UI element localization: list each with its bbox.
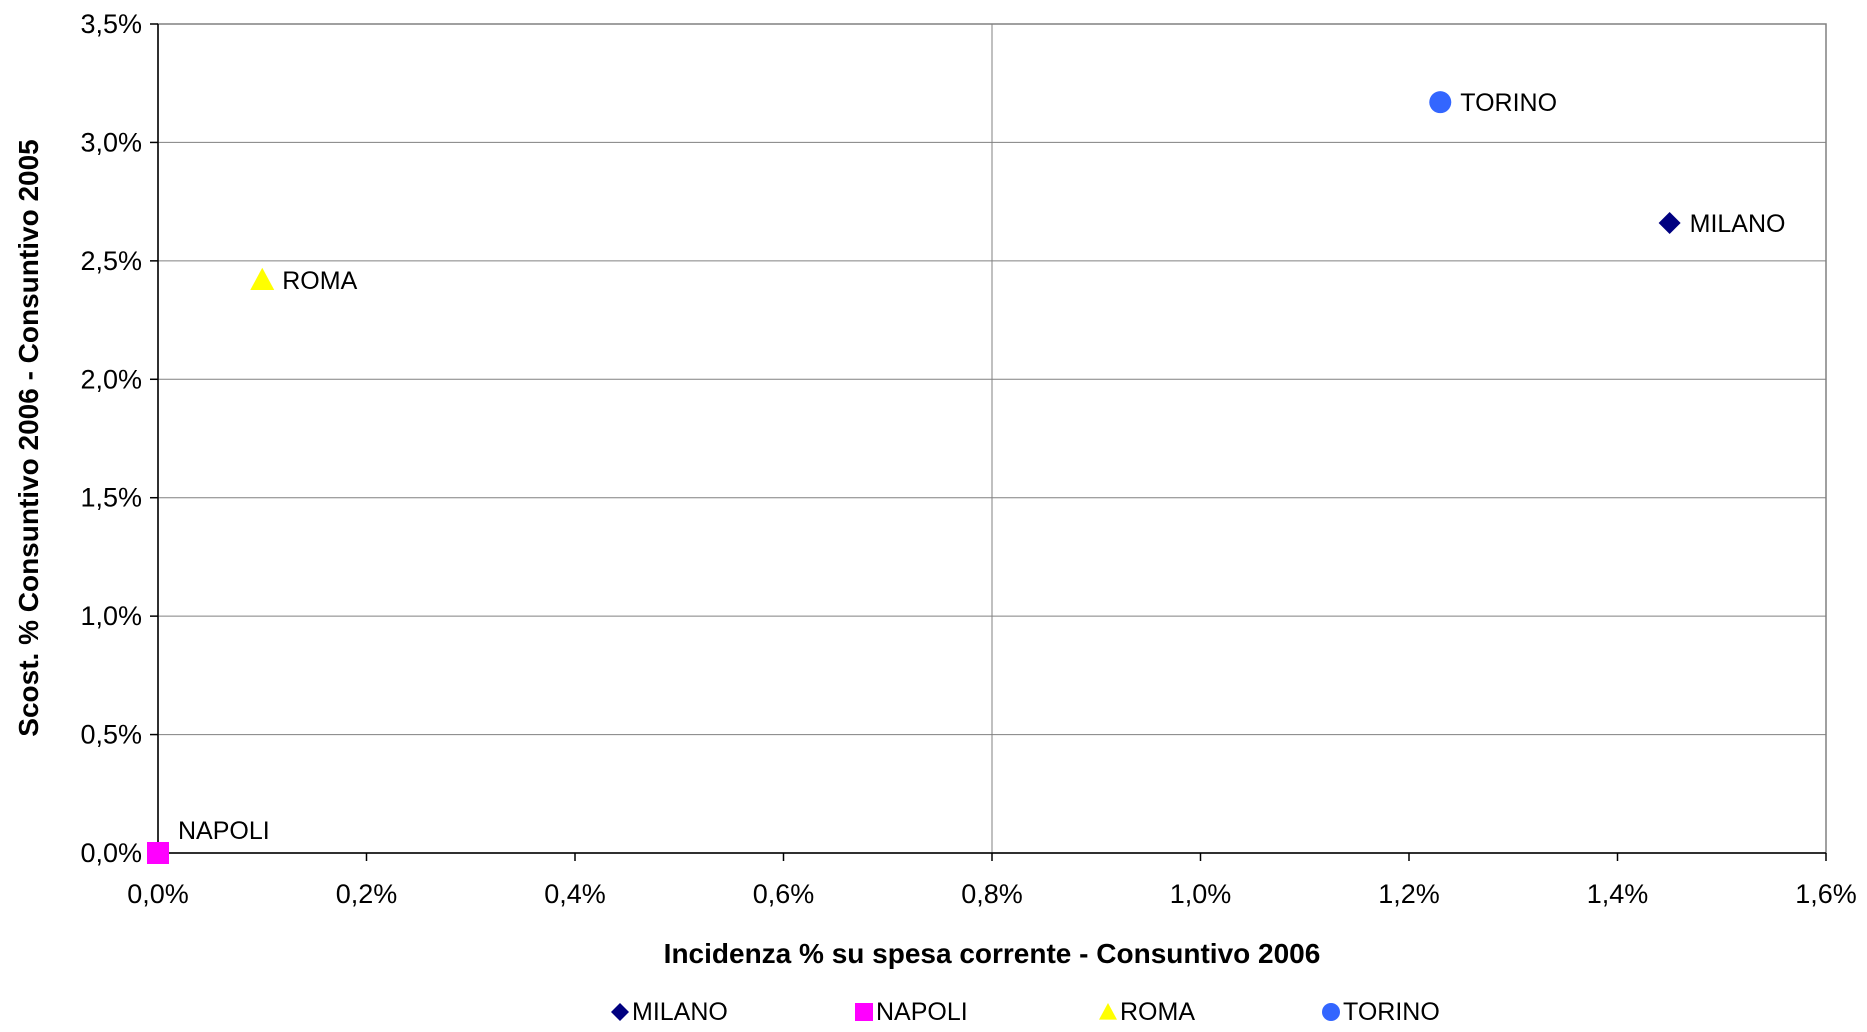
point-napoli	[147, 842, 169, 864]
point-label-torino: TORINO	[1460, 89, 1557, 117]
x-tick-label: 1,6%	[1795, 879, 1857, 909]
grid-layer	[158, 24, 1826, 853]
point-milano	[1659, 212, 1681, 234]
points-layer: MILANO NAPOLI ROMA TORINO	[147, 89, 1785, 864]
legend-label-torino: TORINO	[1343, 998, 1440, 1026]
y-tick-label: 3,0%	[80, 127, 142, 157]
y-tick-label: 0,5%	[80, 720, 142, 750]
x-tick-label: 1,0%	[1170, 879, 1232, 909]
x-tick-label: 0,6%	[753, 879, 815, 909]
y-tick-label: 2,0%	[80, 364, 142, 394]
x-tick-label: 0,2%	[336, 879, 398, 909]
legend: MILANO NAPOLI ROMA TORINO	[611, 998, 1440, 1026]
legend-marker-milano	[611, 1003, 629, 1021]
y-tick-label: 1,0%	[80, 601, 142, 631]
legend-marker-torino	[1322, 1003, 1340, 1021]
legend-label-roma: ROMA	[1120, 998, 1195, 1026]
y-tick-label: 2,5%	[80, 246, 142, 276]
x-tick-label: 1,2%	[1378, 879, 1440, 909]
x-axis-title: Incidenza % su spesa corrente - Consunti…	[664, 938, 1321, 969]
legend-marker-roma	[1099, 1003, 1117, 1020]
legend-marker-napoli	[855, 1003, 873, 1021]
x-tick-label: 1,4%	[1587, 879, 1649, 909]
point-label-napoli: NAPOLI	[178, 817, 270, 845]
y-axis-title: Scost. % Consuntivo 2006 - Consuntivo 20…	[13, 139, 44, 736]
point-torino	[1429, 91, 1451, 113]
x-tick-label: 0,8%	[961, 879, 1023, 909]
x-tick-label: 0,4%	[544, 879, 606, 909]
x-tick-label: 0,0%	[127, 879, 189, 909]
point-label-milano: MILANO	[1690, 210, 1786, 238]
y-tick-label: 0,0%	[80, 838, 142, 868]
y-tick-label: 3,5%	[80, 9, 142, 39]
legend-label-milano: MILANO	[632, 998, 728, 1026]
y-tick-label: 1,5%	[80, 483, 142, 513]
axes-layer: 0,0% 0,5% 1,0% 1,5% 2,0% 2,5% 3,0% 3,5% 0,0% 0,2%…	[80, 9, 1856, 909]
legend-label-napoli: NAPOLI	[876, 998, 968, 1026]
point-roma	[250, 268, 274, 290]
point-label-roma: ROMA	[282, 267, 357, 295]
